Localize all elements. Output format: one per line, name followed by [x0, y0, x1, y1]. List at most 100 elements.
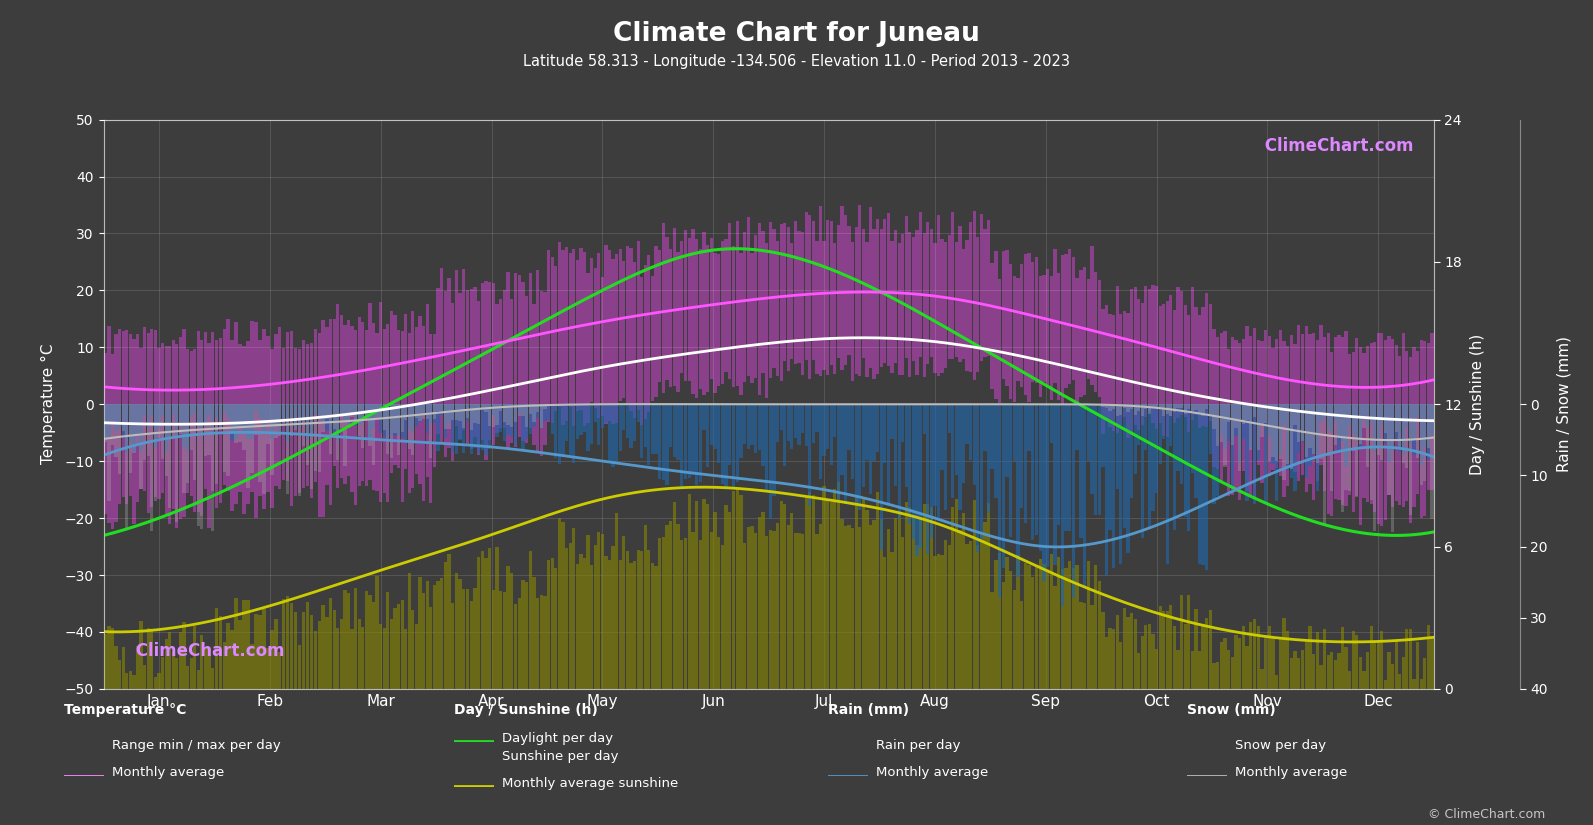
- Bar: [301, 404, 306, 446]
- Bar: [1195, 307, 1198, 415]
- Bar: [1274, 404, 1278, 461]
- Bar: [750, 253, 753, 384]
- Bar: [714, 252, 717, 394]
- Bar: [250, 404, 253, 440]
- Bar: [612, 404, 615, 467]
- Bar: [854, 404, 859, 503]
- Bar: [1115, 285, 1118, 432]
- Bar: [640, 404, 644, 458]
- Bar: [172, 404, 175, 414]
- Bar: [546, 560, 550, 689]
- Bar: [314, 631, 317, 689]
- Bar: [354, 329, 357, 505]
- Bar: [1094, 404, 1098, 515]
- Bar: [1058, 274, 1061, 400]
- Bar: [1067, 561, 1072, 689]
- Bar: [703, 404, 706, 431]
- Bar: [847, 404, 851, 450]
- Bar: [322, 605, 325, 689]
- Bar: [1282, 341, 1286, 497]
- Bar: [1356, 635, 1359, 689]
- Bar: [827, 500, 830, 689]
- Bar: [601, 404, 604, 427]
- Bar: [515, 272, 518, 447]
- Bar: [954, 404, 957, 474]
- Bar: [773, 530, 776, 689]
- Bar: [1274, 339, 1278, 469]
- Bar: [492, 590, 495, 689]
- Bar: [761, 404, 765, 466]
- Bar: [1201, 625, 1204, 689]
- Bar: [104, 353, 107, 514]
- Bar: [1083, 404, 1086, 587]
- Bar: [1215, 662, 1219, 689]
- Bar: [492, 404, 495, 427]
- Bar: [677, 252, 680, 392]
- Bar: [1123, 404, 1126, 528]
- Bar: [444, 291, 448, 457]
- Text: Temperature °C: Temperature °C: [64, 703, 186, 717]
- Bar: [965, 544, 969, 689]
- Bar: [169, 404, 172, 508]
- Bar: [115, 404, 118, 431]
- Bar: [282, 348, 285, 480]
- Bar: [1152, 404, 1155, 408]
- Bar: [285, 404, 290, 494]
- Bar: [761, 512, 765, 689]
- Bar: [739, 404, 742, 458]
- Bar: [368, 303, 371, 480]
- Bar: [1413, 404, 1416, 439]
- Bar: [908, 404, 911, 524]
- Bar: [1053, 586, 1056, 689]
- Bar: [1067, 248, 1072, 384]
- Bar: [951, 507, 954, 689]
- Bar: [476, 557, 479, 689]
- Bar: [526, 582, 529, 689]
- Bar: [487, 281, 491, 441]
- Bar: [263, 404, 266, 494]
- Bar: [196, 404, 199, 526]
- Bar: [876, 404, 879, 452]
- Bar: [1327, 333, 1330, 515]
- Bar: [371, 404, 374, 465]
- Bar: [1094, 565, 1098, 689]
- Bar: [1290, 404, 1294, 478]
- Bar: [1365, 652, 1368, 689]
- Bar: [1263, 404, 1268, 504]
- Bar: [451, 304, 454, 460]
- Bar: [862, 229, 865, 358]
- Bar: [1187, 596, 1190, 689]
- Bar: [1155, 404, 1158, 408]
- Bar: [1376, 641, 1380, 689]
- Bar: [1427, 625, 1431, 689]
- Bar: [753, 234, 757, 378]
- Bar: [784, 404, 787, 466]
- Bar: [193, 626, 196, 689]
- Bar: [1370, 404, 1373, 422]
- Bar: [1279, 330, 1282, 475]
- Bar: [336, 404, 339, 441]
- Bar: [725, 239, 728, 372]
- Bar: [258, 404, 261, 482]
- Bar: [930, 507, 933, 689]
- Bar: [798, 404, 801, 445]
- Bar: [1129, 613, 1133, 689]
- Bar: [873, 229, 876, 380]
- Bar: [1238, 404, 1241, 471]
- Bar: [1047, 404, 1050, 567]
- Bar: [379, 404, 382, 432]
- Bar: [440, 578, 443, 689]
- Bar: [1431, 404, 1434, 436]
- Bar: [623, 261, 626, 398]
- Bar: [1220, 404, 1223, 442]
- Bar: [688, 493, 691, 689]
- Bar: [1169, 605, 1172, 689]
- Bar: [911, 237, 914, 361]
- Bar: [1020, 404, 1023, 508]
- Bar: [1427, 343, 1431, 490]
- Bar: [339, 404, 342, 428]
- Bar: [201, 404, 204, 428]
- Bar: [801, 534, 804, 689]
- Bar: [847, 525, 851, 689]
- Bar: [1257, 404, 1260, 450]
